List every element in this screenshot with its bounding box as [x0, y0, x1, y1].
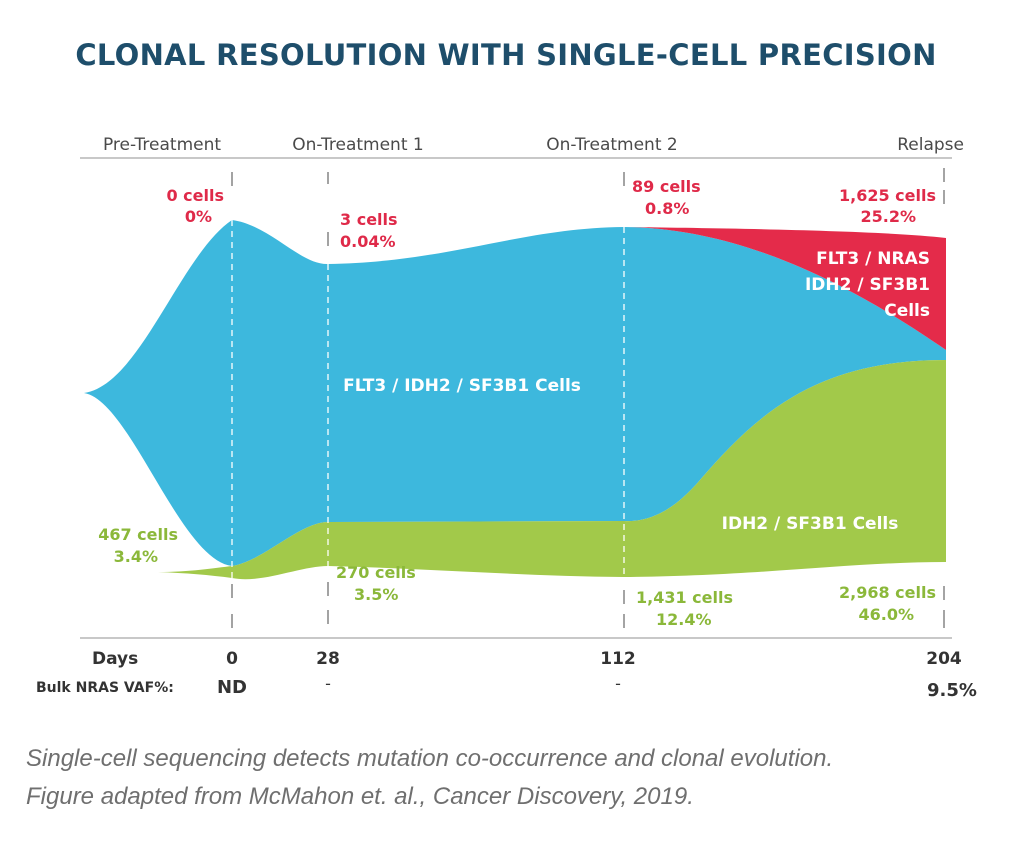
green-clone-annotations: 467 cells 3.4% 270 cells 3.5% 1,431 cell… — [98, 525, 936, 629]
red-pct-day-112: 0.8% — [645, 199, 689, 218]
green-cells-day-28: 270 cells — [336, 563, 416, 582]
series-label-idh2-sf3b1: IDH2 / SF3B1 Cells — [722, 514, 899, 534]
bulk-vaf-day-204: 9.5% — [927, 680, 977, 701]
red-pct-day-28: 0.04% — [340, 232, 396, 251]
green-pct-day-28: 3.5% — [354, 585, 398, 604]
series-label-idh2-sf3b1-line2: IDH2 / SF3B1 — [805, 275, 930, 295]
x-tick-label-204: 204 — [926, 649, 962, 669]
green-cells-day-204: 2,968 cells — [839, 583, 936, 602]
green-cells-day-112: 1,431 cells — [636, 588, 733, 607]
plot-frame — [80, 157, 952, 639]
area-flt3-nras-idh2-sf3b1 — [624, 227, 946, 350]
area-idh2-sf3b1 — [158, 360, 946, 580]
caption-line-2: Figure adapted from McMahon et. al., Can… — [26, 783, 694, 810]
series-label-flt3-nras: FLT3 / NRAS — [816, 249, 930, 269]
red-clone-annotations: 0 cells 0% 3 cells 0.04% 89 cells 0.8% 1… — [166, 177, 936, 251]
x-axis-label: Days — [92, 649, 138, 669]
green-cells-day-0: 467 cells — [98, 525, 178, 544]
x-tick-label-28: 28 — [316, 649, 340, 669]
fish-plot-chart: Pre-Treatment On-Treatment 1 On-Treatmen… — [36, 135, 977, 701]
caption-line-1: Single-cell sequencing detects mutation … — [26, 745, 834, 772]
green-pct-day-204: 46.0% — [858, 605, 914, 624]
bulk-vaf-label: Bulk NRAS VAF%: — [36, 680, 174, 696]
phase-label-on-treatment-1: On-Treatment 1 — [292, 135, 423, 155]
green-pct-day-0: 3.4% — [114, 547, 158, 566]
area-flt3-idh2-sf3b1 — [84, 220, 946, 566]
red-cells-day-204: 1,625 cells — [839, 186, 936, 205]
bulk-vaf-day-0: ND — [217, 677, 247, 698]
green-pct-day-112: 12.4% — [656, 610, 712, 629]
bulk-vaf-row: Bulk NRAS VAF%: ND - - 9.5% — [36, 674, 977, 701]
x-axis: Days 0 28 112 204 — [92, 649, 962, 669]
red-pct-day-204: 25.2% — [860, 207, 916, 226]
red-cells-day-112: 89 cells — [632, 177, 701, 196]
series-label-cells: Cells — [884, 301, 930, 321]
time-markers — [231, 220, 625, 578]
series-label-flt3-idh2-sf3b1: FLT3 / IDH2 / SF3B1 Cells — [343, 376, 581, 396]
series-labels: FLT3 / IDH2 / SF3B1 Cells IDH2 / SF3B1 C… — [343, 249, 930, 534]
red-pct-day-0: 0% — [185, 207, 212, 226]
figure-caption: Single-cell sequencing detects mutation … — [26, 740, 996, 816]
bulk-vaf-day-28: - — [325, 674, 331, 693]
phase-label-on-treatment-2: On-Treatment 2 — [546, 135, 677, 155]
bulk-vaf-day-112: - — [615, 674, 621, 693]
phase-label-pre-treatment: Pre-Treatment — [103, 135, 221, 155]
time-ticks — [231, 168, 945, 628]
x-tick-label-0: 0 — [226, 649, 238, 669]
chart-title: CLONAL RESOLUTION WITH SINGLE-CELL PRECI… — [75, 38, 937, 72]
x-tick-label-112: 112 — [600, 649, 636, 669]
phase-labels: Pre-Treatment On-Treatment 1 On-Treatmen… — [103, 135, 964, 155]
red-cells-day-0: 0 cells — [166, 186, 224, 205]
phase-label-relapse: Relapse — [897, 135, 964, 155]
red-cells-day-28: 3 cells — [340, 210, 398, 229]
